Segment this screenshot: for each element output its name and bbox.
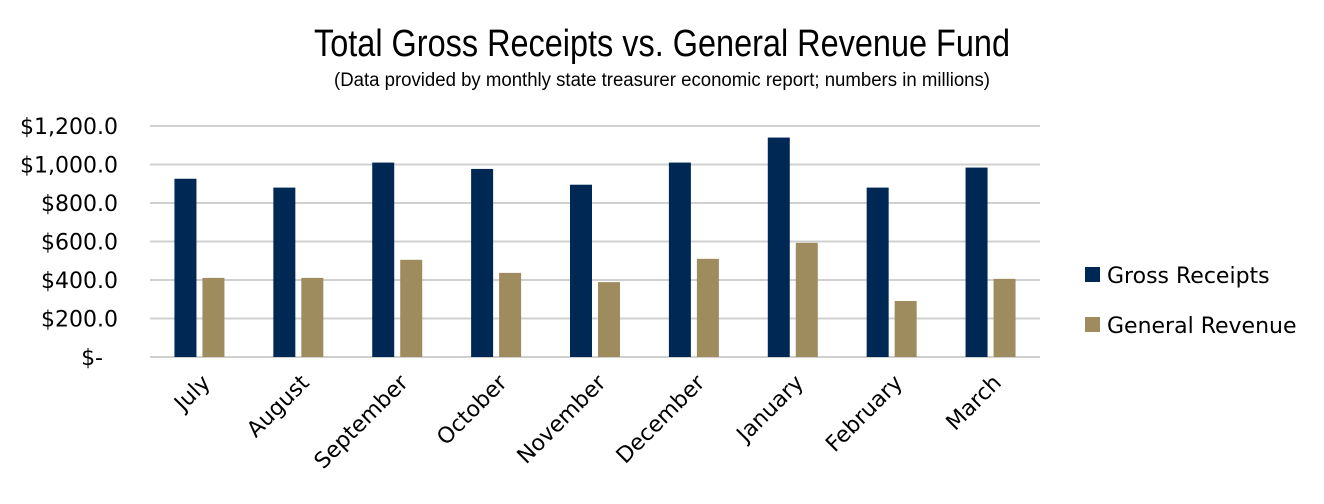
bar-general-revenue-july — [202, 277, 225, 357]
bar-gross-receipts-july — [174, 178, 197, 357]
y-axis-tick-labels: $- $200.0 $400.0 $600.0 $800.0 $1,000.0 $1,200… — [20, 115, 118, 371]
bar-gross-receipts-december — [668, 162, 691, 357]
y-tick-label: $- — [81, 346, 103, 371]
x-tick-label: January — [731, 371, 809, 449]
bar-gross-receipts-august — [273, 187, 296, 357]
x-tick-label: March — [942, 371, 1007, 436]
bar-gross-receipts-september — [372, 162, 395, 357]
bar-general-revenue-september — [400, 259, 423, 357]
y-tick-label: $200.0 — [41, 308, 118, 333]
bar-general-revenue-october — [499, 272, 522, 357]
bar-gross-receipts-november — [570, 184, 592, 357]
x-tick-label: October — [432, 370, 513, 451]
y-tick-label: $1,200.0 — [20, 115, 118, 140]
bar-general-revenue-march — [993, 278, 1016, 357]
legend-label: Gross Receipts — [1107, 264, 1270, 289]
bar-general-revenue-december — [696, 258, 719, 357]
bar-general-revenue-january — [795, 242, 818, 357]
x-tick-label: December — [612, 370, 711, 469]
y-tick-label: $800.0 — [41, 192, 118, 217]
bar-gross-receipts-march — [965, 167, 988, 357]
bar-gross-receipts-october — [471, 168, 494, 357]
legend-swatch-general-revenue — [1085, 317, 1100, 332]
bar-general-revenue-november — [598, 282, 620, 357]
chart-subtitle: (Data provided by monthly state treasure… — [334, 70, 990, 91]
y-tick-label: $1,000.0 — [20, 154, 118, 179]
y-tick-label: $400.0 — [41, 269, 118, 294]
y-tick-label: $600.0 — [41, 231, 118, 256]
x-tick-label: September — [310, 370, 414, 474]
bars — [174, 137, 1016, 357]
bar-general-revenue-february — [894, 300, 917, 357]
legend: Gross Receipts General Revenue — [1085, 264, 1297, 339]
x-tick-label: August — [242, 370, 314, 442]
x-tick-label: November — [513, 370, 612, 469]
gridlines — [150, 125, 1040, 358]
x-tick-label: February — [821, 371, 908, 458]
legend-swatch-gross-receipts — [1085, 267, 1100, 282]
legend-label: General Revenue — [1107, 314, 1297, 339]
chart-title: Total Gross Receipts vs. General Revenue… — [314, 23, 1010, 65]
bar-general-revenue-august — [301, 277, 324, 357]
bar-gross-receipts-january — [767, 137, 790, 357]
x-tick-label: July — [169, 371, 216, 418]
bar-gross-receipts-february — [866, 187, 889, 357]
